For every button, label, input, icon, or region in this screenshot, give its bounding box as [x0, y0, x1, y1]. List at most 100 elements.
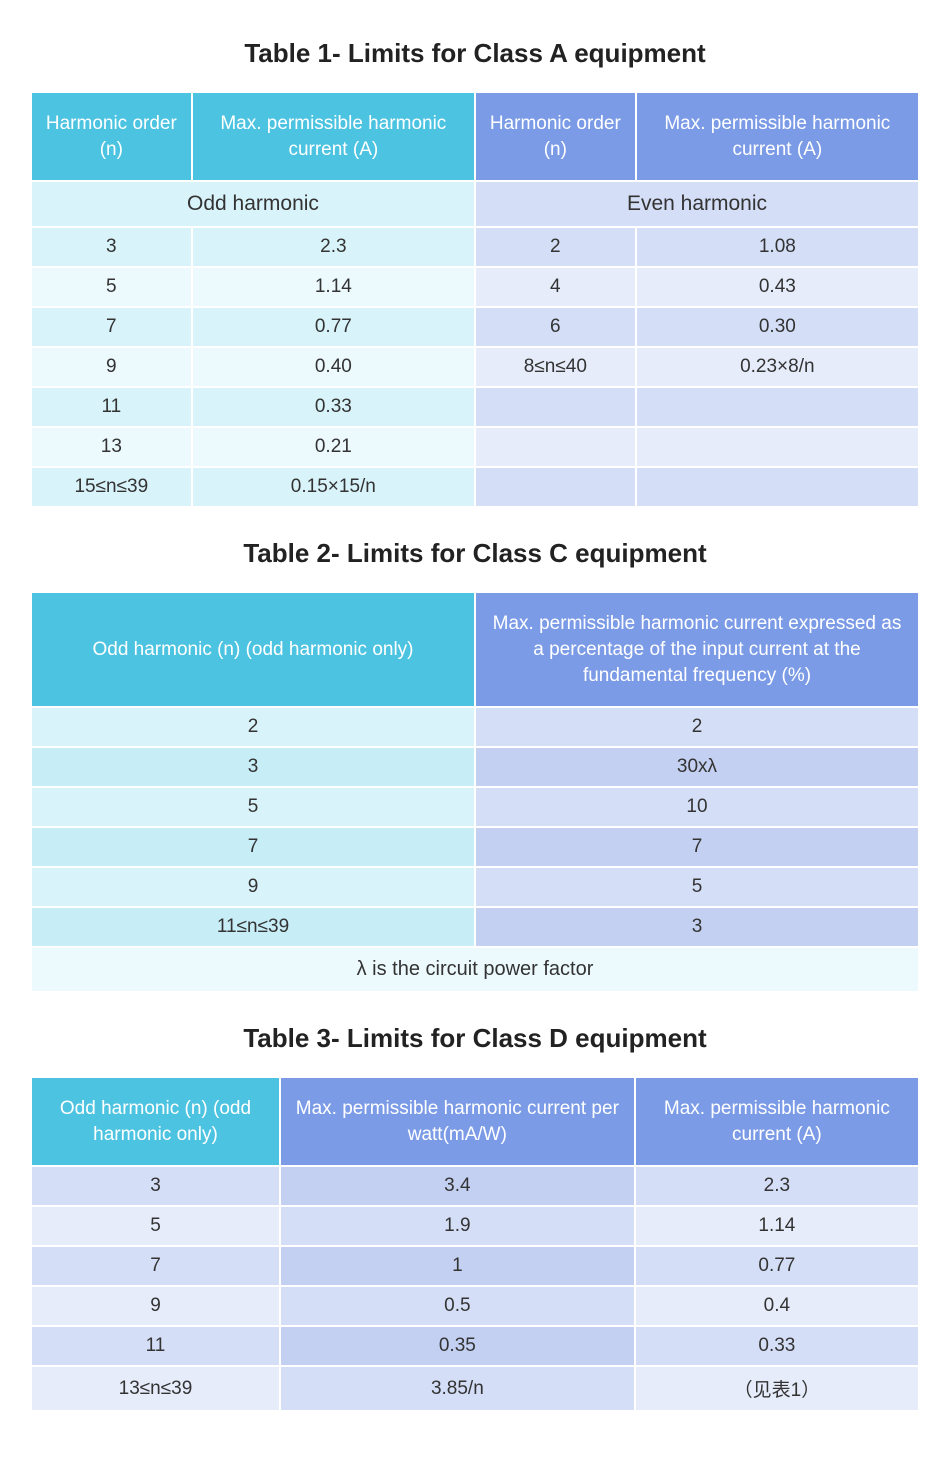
cell: 10: [476, 788, 918, 826]
cell: 11: [32, 388, 191, 426]
cell: 1.14: [636, 1207, 918, 1245]
cell: 13: [32, 428, 191, 466]
table-row: 330xλ: [32, 748, 918, 786]
table-row: 110.350.33: [32, 1327, 918, 1365]
cell: 0.35: [281, 1327, 634, 1365]
table3-header-row: Odd harmonic (n) (odd harmonic only) Max…: [32, 1078, 918, 1165]
cell: 2: [32, 708, 474, 746]
cell: 5: [32, 268, 191, 306]
cell: 1.08: [637, 228, 918, 266]
cell: 3.85/n: [281, 1367, 634, 1410]
cell: [476, 468, 635, 506]
table1: Harmonic order (n) Max. permissible harm…: [30, 91, 920, 508]
table-row: 13≤n≤393.85/n（见表1）: [32, 1367, 918, 1410]
table-row: 15≤n≤390.15×15/n: [32, 468, 918, 506]
table-row: 32.321.08: [32, 228, 918, 266]
table-row: 110.33: [32, 388, 918, 426]
t3-h2: Max. permissible harmonic current per wa…: [281, 1078, 634, 1165]
cell: 0.77: [636, 1247, 918, 1285]
cell: 13≤n≤39: [32, 1367, 279, 1410]
t2-h2: Max. permissible harmonic current expres…: [476, 593, 918, 706]
t1-sub-even: Even harmonic: [476, 182, 918, 226]
cell: 0.33: [636, 1327, 918, 1365]
table-row: 33.42.3: [32, 1167, 918, 1205]
cell: 1: [281, 1247, 634, 1285]
cell: [637, 468, 918, 506]
cell: 3: [476, 908, 918, 946]
table2-footnote-row: λ is the circuit power factor: [32, 948, 918, 991]
cell: （见表1）: [636, 1367, 918, 1410]
cell: 2: [476, 228, 635, 266]
table-row: 90.408≤n≤400.23×8/n: [32, 348, 918, 386]
table1-header-row: Harmonic order (n) Max. permissible harm…: [32, 93, 918, 180]
cell: 3: [32, 1167, 279, 1205]
cell: 9: [32, 868, 474, 906]
cell: 4: [476, 268, 635, 306]
table2-title: Table 2- Limits for Class C equipment: [30, 538, 920, 569]
cell: 3: [32, 748, 474, 786]
cell: 0.4: [636, 1287, 918, 1325]
table-row: 130.21: [32, 428, 918, 466]
cell: 9: [32, 1287, 279, 1325]
table-row: 51.91.14: [32, 1207, 918, 1245]
t1-h3: Harmonic order (n): [476, 93, 635, 180]
cell: [476, 388, 635, 426]
table2-header-row: Odd harmonic (n) (odd harmonic only) Max…: [32, 593, 918, 706]
cell: 8≤n≤40: [476, 348, 635, 386]
cell: 0.77: [193, 308, 474, 346]
table1-title: Table 1- Limits for Class A equipment: [30, 38, 920, 69]
cell: 0.21: [193, 428, 474, 466]
t2-h1: Odd harmonic (n) (odd harmonic only): [32, 593, 474, 706]
cell: 7: [32, 828, 474, 866]
cell: 2.3: [636, 1167, 918, 1205]
cell: 30xλ: [476, 748, 918, 786]
t3-h3: Max. permissible harmonic current (A): [636, 1078, 918, 1165]
cell: [637, 428, 918, 466]
cell: 2.3: [193, 228, 474, 266]
cell: 7: [32, 308, 191, 346]
table1-subheader: Odd harmonic Even harmonic: [32, 182, 918, 226]
table-row: 51.1440.43: [32, 268, 918, 306]
cell: 7: [476, 828, 918, 866]
cell: 11: [32, 1327, 279, 1365]
table-row: 22: [32, 708, 918, 746]
t1-h4: Max. permissible harmonic current (A): [637, 93, 918, 180]
table-row: 710.77: [32, 1247, 918, 1285]
table-row: 95: [32, 868, 918, 906]
cell: 2: [476, 708, 918, 746]
cell: 3.4: [281, 1167, 634, 1205]
table-row: 11≤n≤393: [32, 908, 918, 946]
table-row: 510: [32, 788, 918, 826]
cell: 5: [476, 868, 918, 906]
cell: 0.43: [637, 268, 918, 306]
cell: 0.40: [193, 348, 474, 386]
cell: 0.23×8/n: [637, 348, 918, 386]
cell: 1.14: [193, 268, 474, 306]
t1-sub-odd: Odd harmonic: [32, 182, 474, 226]
table-row: 70.7760.30: [32, 308, 918, 346]
cell: 0.30: [637, 308, 918, 346]
cell: 0.33: [193, 388, 474, 426]
cell: 15≤n≤39: [32, 468, 191, 506]
cell: 7: [32, 1247, 279, 1285]
table-row: 77: [32, 828, 918, 866]
cell: 0.5: [281, 1287, 634, 1325]
t3-h1: Odd harmonic (n) (odd harmonic only): [32, 1078, 279, 1165]
cell: 5: [32, 788, 474, 826]
table3: Odd harmonic (n) (odd harmonic only) Max…: [30, 1076, 920, 1412]
table-row: 90.50.4: [32, 1287, 918, 1325]
table2: Odd harmonic (n) (odd harmonic only) Max…: [30, 591, 920, 993]
cell: 11≤n≤39: [32, 908, 474, 946]
cell: 1.9: [281, 1207, 634, 1245]
cell: 6: [476, 308, 635, 346]
table3-title: Table 3- Limits for Class D equipment: [30, 1023, 920, 1054]
cell: [637, 388, 918, 426]
cell: 0.15×15/n: [193, 468, 474, 506]
cell: 3: [32, 228, 191, 266]
cell: [476, 428, 635, 466]
cell: 5: [32, 1207, 279, 1245]
cell: 9: [32, 348, 191, 386]
t1-h1: Harmonic order (n): [32, 93, 191, 180]
t2-footnote: λ is the circuit power factor: [32, 948, 918, 991]
t1-h2: Max. permissible harmonic current (A): [193, 93, 474, 180]
